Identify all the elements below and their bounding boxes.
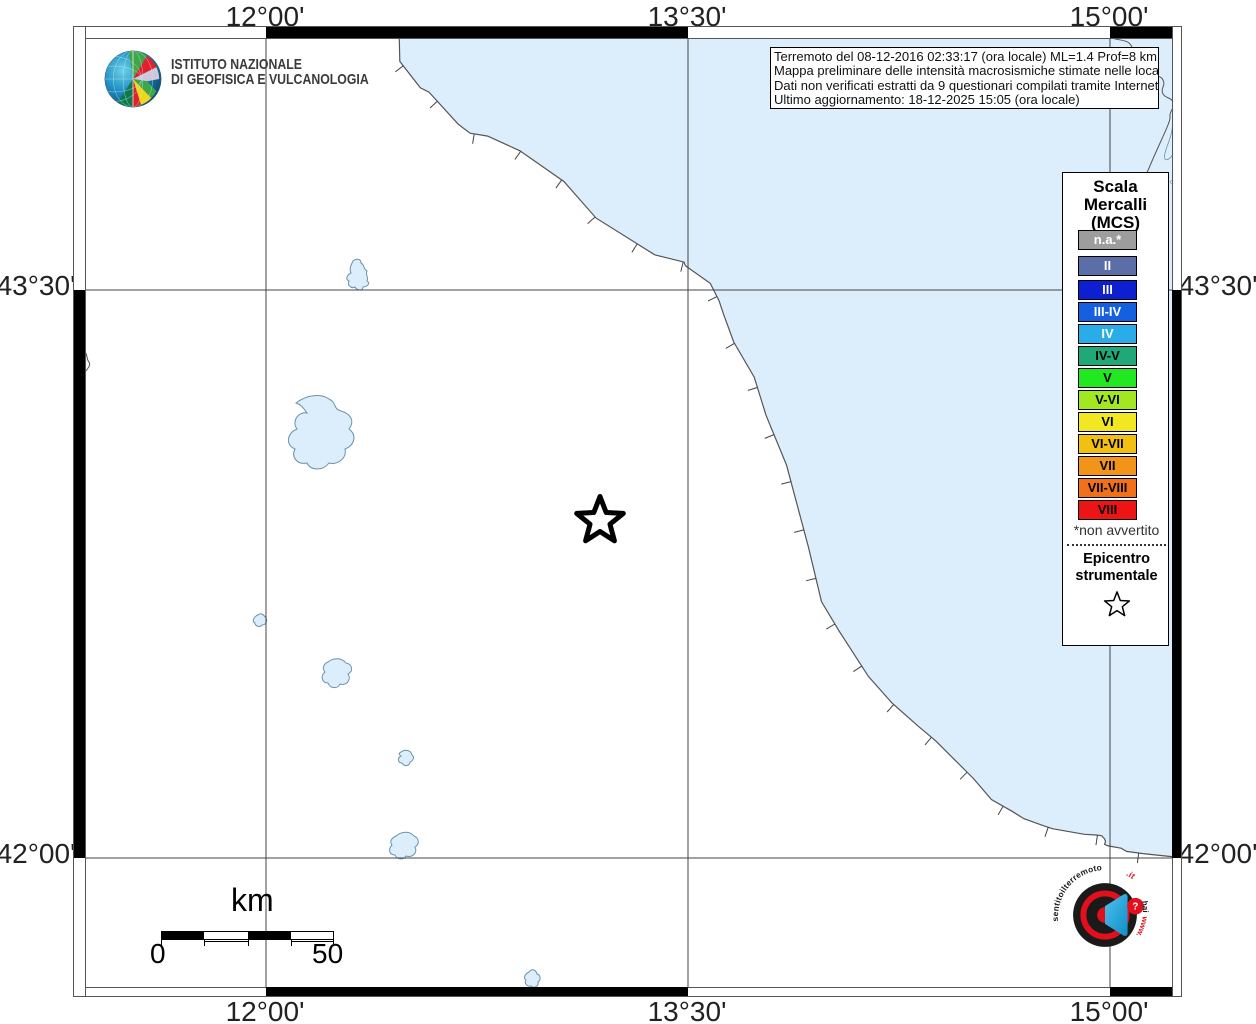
svg-text:hai: hai [1140, 900, 1150, 913]
svg-text:?: ? [1132, 902, 1138, 913]
svg-text:.it: .it [1125, 868, 1137, 881]
